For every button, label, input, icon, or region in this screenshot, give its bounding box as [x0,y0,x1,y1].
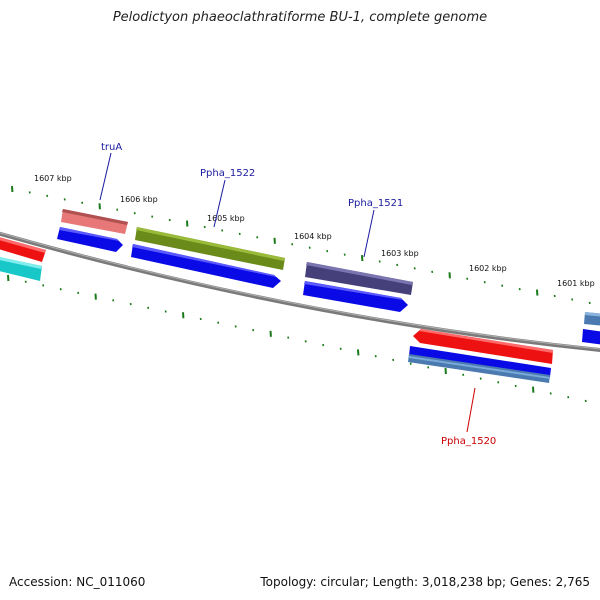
gene-label-ppha1520[interactable]: Ppha_1520 [441,436,496,447]
cds-right-edge[interactable] [582,329,600,345]
cds-ppha1521[interactable] [303,281,408,312]
gene-label-ppha1521[interactable]: Ppha_1521 [348,198,403,209]
leader-line-ppha1520 [466,387,476,433]
leader-line-ppha1521 [363,209,375,258]
ruler-ticks-upper [11,185,591,305]
gene-label-trua[interactable]: truA [101,142,122,153]
feature-ppha1520-red[interactable] [413,329,553,364]
leader-line-trua [99,152,112,201]
feature-trua-pink[interactable] [61,209,128,234]
feature-ppha1521-purple[interactable] [305,262,413,295]
ruler-ticks-lower [7,274,587,403]
gene-label-ppha1522[interactable]: Ppha_1522 [200,168,255,179]
topology-text: Topology: circular; Length: 3,018,238 bp… [260,575,590,589]
cds-ppha1520[interactable] [408,346,551,383]
accession-text: Accession: NC_011060 [9,575,146,589]
ruler-label-1607: 1607 kbp [34,174,72,183]
genome-backbone-highlight [0,232,600,350]
ruler-label-1603: 1603 kbp [381,249,419,258]
genome-backbone [0,231,600,352]
ruler-label-1605: 1605 kbp [207,214,245,223]
feature-right-steel[interactable] [584,312,600,326]
map-title: Pelodictyon phaeoclathratiforme BU-1, co… [112,10,488,25]
feature-left-red[interactable] [0,236,46,262]
ruler-label-1606: 1606 kbp [120,195,158,204]
ruler-label-1601: 1601 kbp [557,279,595,288]
leader-line-ppha1522 [213,179,226,228]
cds-ppha1522[interactable] [131,244,281,288]
feature-ppha1522-olive[interactable] [135,227,285,270]
feature-left-cyan[interactable] [0,256,42,281]
ruler-label-1602: 1602 kbp [469,264,507,273]
ruler-label-1604: 1604 kbp [294,232,332,241]
cds-trua[interactable] [57,227,123,252]
